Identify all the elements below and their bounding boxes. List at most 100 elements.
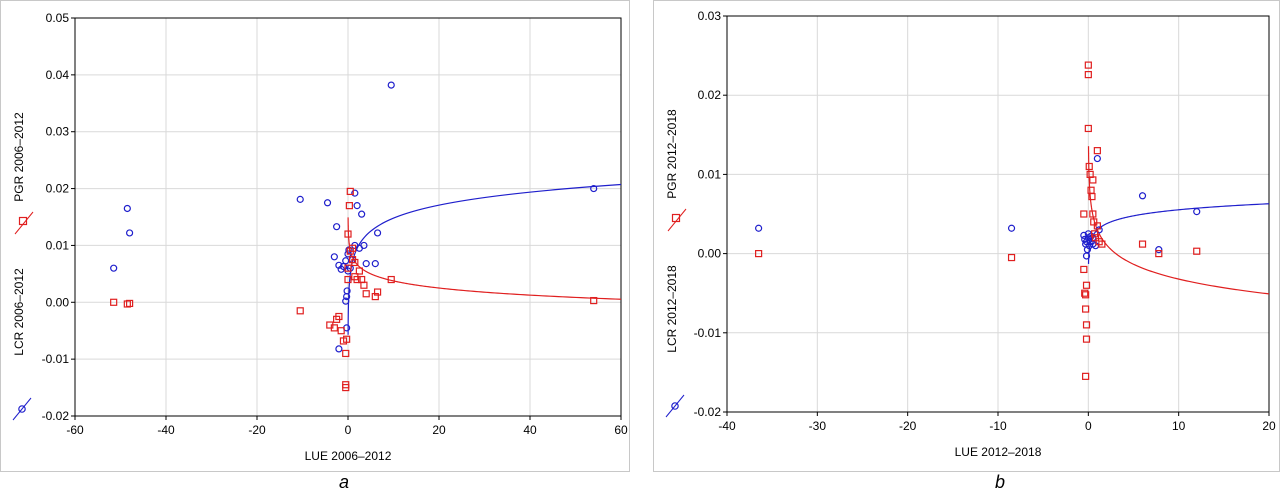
y-tick-label: 0.01 — [698, 167, 722, 181]
x-tick-label: 40 — [523, 423, 537, 437]
legend-lcr-line — [665, 394, 685, 418]
x-tick-label: 10 — [1172, 419, 1186, 433]
pgr-point — [1084, 71, 1092, 79]
pgr-point — [343, 335, 351, 343]
pgr-point — [1093, 147, 1101, 155]
x-tick-label: 20 — [432, 423, 446, 437]
pgr-point — [1093, 222, 1101, 230]
y-tick-label: 0.03 — [46, 125, 70, 139]
pgr-point — [590, 296, 598, 305]
y-axis-label-top: PGR 2012–2018 — [665, 109, 679, 199]
y-tick-label: 0.01 — [46, 238, 70, 252]
pgr-point — [1089, 210, 1097, 218]
pgr-point — [755, 250, 763, 258]
pgr-point — [1080, 210, 1088, 218]
x-tick-label: -30 — [809, 419, 827, 433]
lcr-point — [342, 257, 350, 265]
x-tick-label: -60 — [66, 423, 84, 437]
x-tick-label: 20 — [1262, 419, 1276, 433]
pgr-point — [1098, 240, 1106, 248]
y-tick-label: 0.05 — [46, 11, 70, 25]
lcr-point — [1087, 232, 1095, 240]
pgr-point — [344, 264, 352, 272]
lcr-point — [342, 297, 350, 305]
pgr-point — [353, 275, 361, 284]
lcr-point — [351, 189, 359, 197]
pgr-point — [1082, 291, 1090, 299]
chart-b-svg: -40 -30 -20 -10 0 10 20 -0.02 -0.01 0.00 0.01 0.02 0… — [665, 9, 1276, 459]
lcr-point — [110, 264, 118, 272]
pgr-point — [387, 275, 395, 284]
pgr-point — [1082, 281, 1091, 289]
pgr-point — [346, 187, 354, 196]
lcr-point — [1138, 192, 1147, 200]
legend-lcr-line — [12, 397, 32, 421]
lcr-point — [590, 184, 598, 193]
pgr-point — [345, 202, 353, 210]
pgr-point — [335, 312, 343, 321]
y-tick-label: 0.03 — [698, 9, 722, 23]
y-tick-label: 0.00 — [46, 295, 70, 309]
pgr-point — [1193, 247, 1201, 255]
lcr-point — [123, 204, 131, 213]
legend-lcr-glyph — [12, 397, 32, 421]
legend-pgr-marker — [18, 216, 28, 226]
lcr-point — [330, 253, 338, 261]
pgr-point — [1085, 162, 1093, 171]
pgr-point — [1090, 218, 1098, 226]
legend-lcr-glyph — [665, 394, 685, 418]
pgr-point — [1084, 124, 1092, 133]
lcr-point — [362, 260, 370, 268]
pgr-point — [1080, 265, 1088, 274]
lcr-point — [358, 210, 366, 218]
lcr-point — [1155, 246, 1163, 254]
pgr-point — [1082, 335, 1091, 343]
pgr-point — [1089, 176, 1097, 184]
lcr-point — [345, 246, 353, 254]
x-tick-label: -20 — [248, 423, 266, 437]
lcr-point — [126, 229, 134, 237]
y-tick-label: 0.00 — [698, 247, 722, 261]
pgr-point — [110, 298, 118, 306]
legend-lcr-marker — [18, 405, 26, 413]
x-tick-label: -10 — [989, 419, 1007, 433]
chart-panel-a: -60 -40 -20 0 20 40 60 -0.02 -0.01 0.00 0.01 0.02 0.… — [0, 0, 630, 472]
legend-pgr-glyph — [667, 208, 687, 232]
pgr-point — [344, 230, 352, 238]
lcr-point — [387, 81, 395, 89]
pgr-point — [1138, 240, 1147, 248]
x-axis-label: LUE 2006–2012 — [305, 449, 392, 463]
lcr-point — [1095, 226, 1103, 234]
pgr-point — [296, 307, 304, 315]
pgr-point — [1082, 305, 1090, 313]
legend-pgr-line — [14, 211, 34, 235]
pgr-point — [1081, 289, 1089, 297]
pgr-point — [1082, 321, 1091, 329]
pgr-point — [360, 281, 368, 289]
lcr-point — [343, 287, 351, 295]
x-tick-label: 0 — [1085, 419, 1092, 433]
y-tick-label: -0.02 — [694, 405, 722, 419]
x-tick-label: 0 — [345, 423, 352, 437]
pgr-point — [371, 293, 379, 301]
y-axis-label-bottom: LCR 2006–2012 — [12, 268, 26, 356]
lcr-point — [1193, 208, 1201, 216]
pgr-point — [1088, 192, 1096, 201]
pgr-point — [348, 244, 357, 252]
caption-b: b — [995, 472, 1006, 492]
pgr-point — [342, 349, 350, 358]
x-tick-label: -40 — [157, 423, 175, 437]
lcr-point — [323, 199, 332, 207]
x-tick-label: -40 — [718, 419, 736, 433]
lcr-point — [755, 224, 763, 232]
lcr-point — [296, 195, 304, 203]
lcr-fit-curve — [347, 183, 621, 335]
legend-pgr-glyph — [14, 211, 34, 235]
pgr-point — [373, 288, 382, 296]
pgr-point — [1007, 253, 1016, 262]
pgr-point — [355, 267, 363, 275]
pgr-point — [342, 383, 350, 392]
pgr-point — [344, 275, 352, 284]
lcr-point — [335, 345, 343, 353]
pgr-point — [125, 299, 134, 308]
